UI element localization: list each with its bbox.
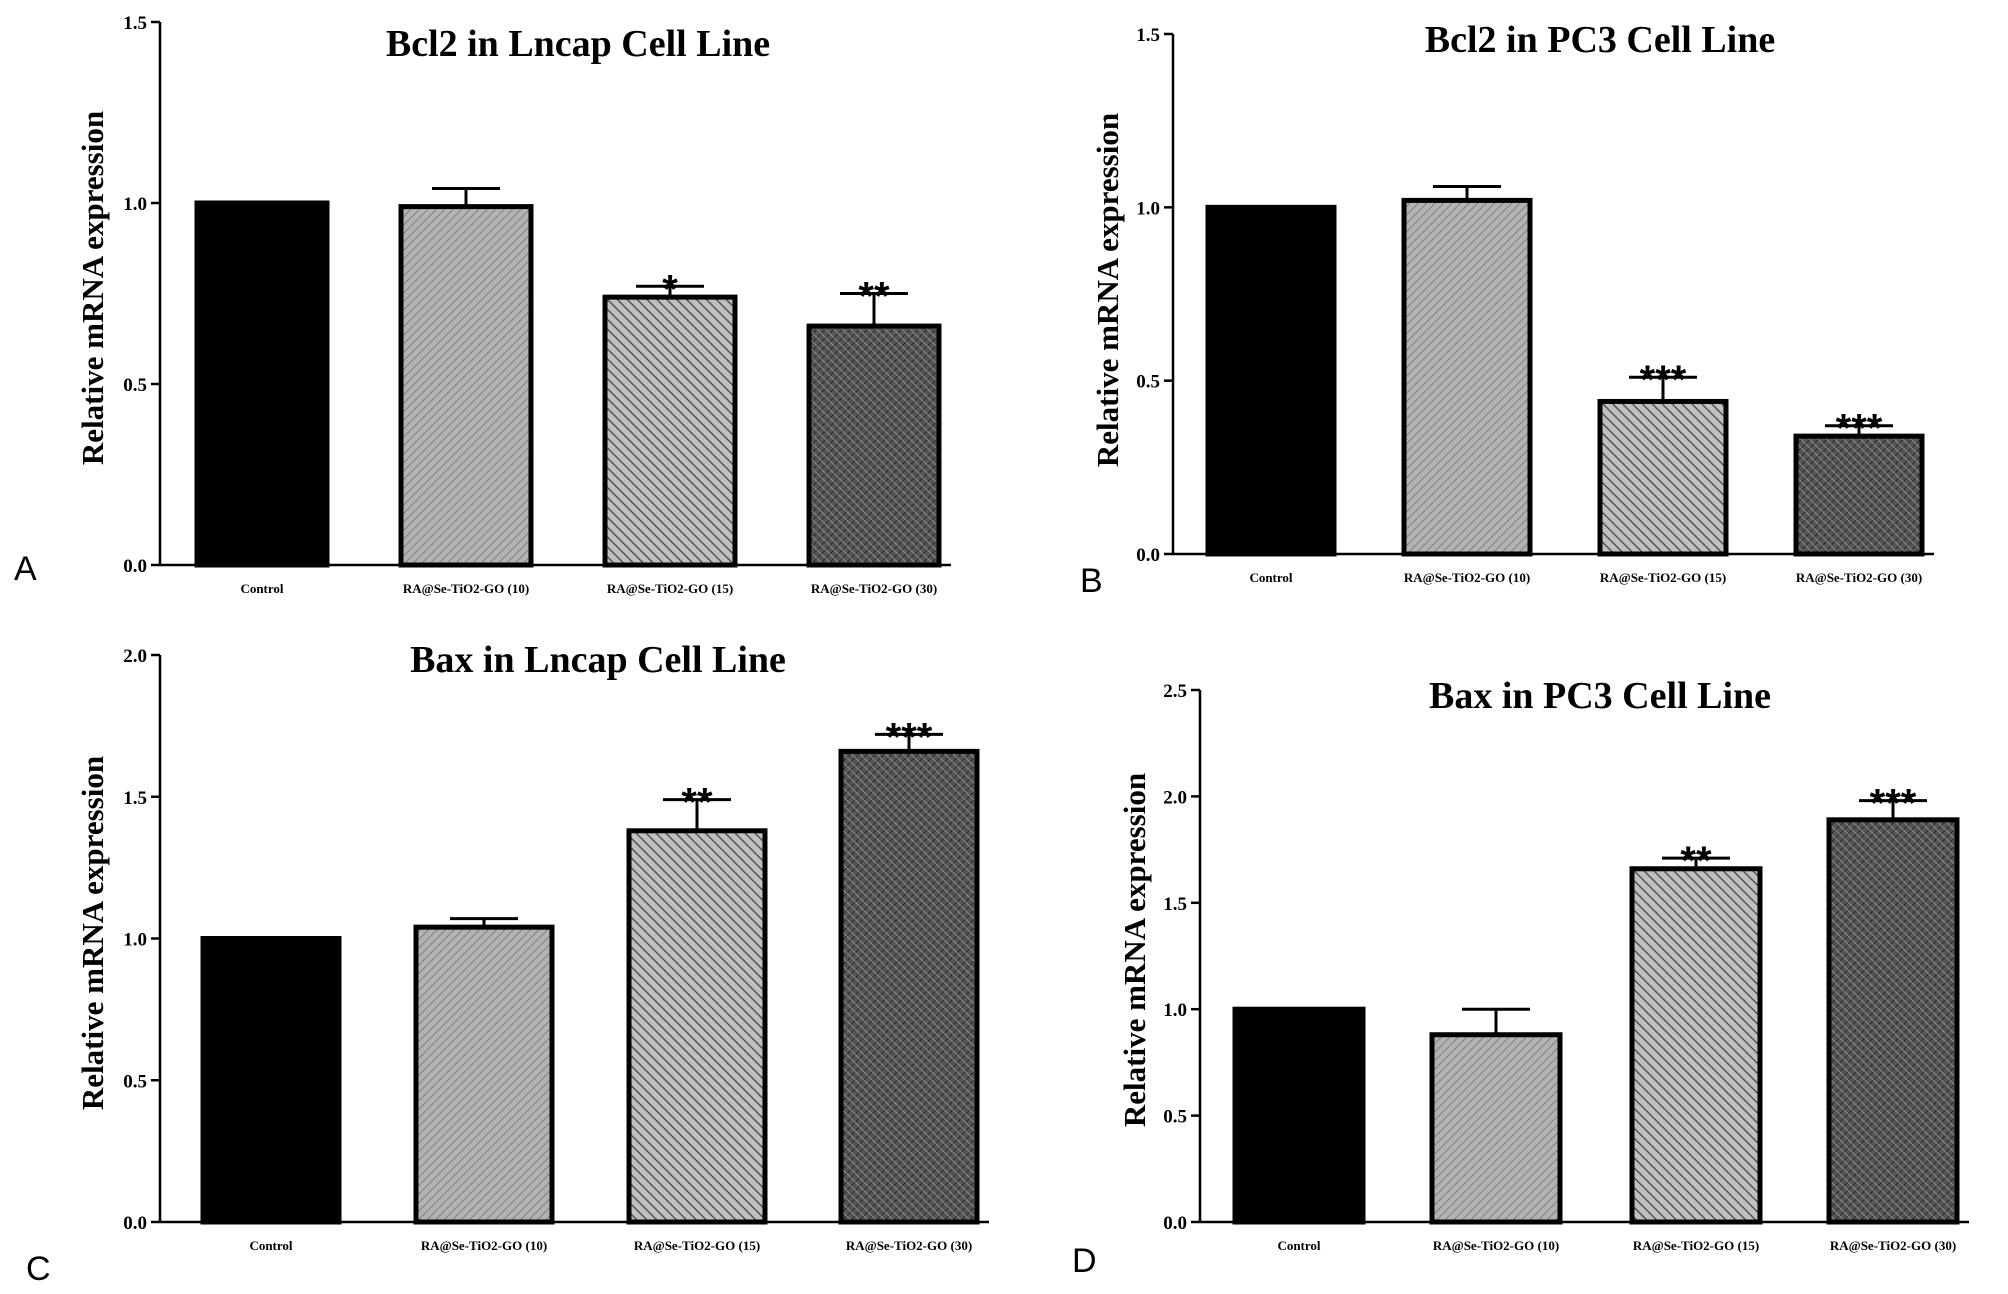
y-tick-label: 1.0: [123, 194, 147, 215]
chart-title: Bcl2 in PC3 Cell Line: [1425, 19, 1775, 61]
x-tick-label: RA@Se-TiO2-GO (10): [1404, 570, 1530, 585]
bar: [398, 204, 534, 568]
chart-title: Bax in PC3 Cell Line: [1429, 675, 1771, 717]
y-tick-label: 1.0: [123, 930, 147, 951]
panel-c: Bax in Lncap Cell Line Relative mRNA exp…: [26, 639, 786, 1288]
x-tick-label: Control: [240, 581, 283, 596]
chart-title: Bax in Lncap Cell Line: [410, 639, 786, 681]
significance-mark: ***: [886, 715, 933, 759]
y-tick-label: 0.0: [1136, 545, 1160, 566]
y-tick-label: 0.5: [1163, 1107, 1187, 1128]
x-tick-label: Control: [249, 1238, 292, 1253]
y-axis-label: Relative mRNA expression: [75, 756, 110, 1110]
significance-mark: ***: [1640, 358, 1687, 402]
x-tick-label: Control: [1277, 1238, 1320, 1253]
bar: [1232, 1006, 1366, 1225]
x-tick-label: RA@Se-TiO2-GO (10): [1433, 1238, 1559, 1253]
x-tick-label: RA@Se-TiO2-GO (15): [1633, 1238, 1759, 1253]
x-tick-label: Control: [1249, 570, 1292, 585]
panel-label: C: [26, 1250, 51, 1288]
x-tick-label: RA@Se-TiO2-GO (15): [1600, 570, 1726, 585]
y-tick-label: 1.5: [1136, 25, 1160, 46]
bar: [1597, 398, 1729, 557]
x-tick-label: RA@Se-TiO2-GO (30): [1830, 1238, 1956, 1253]
y-axis-label: Relative mRNA expression: [1090, 113, 1125, 467]
y-tick-label: 2.0: [123, 646, 147, 667]
panel-label: A: [14, 550, 37, 588]
chart-title: Bcl2 in Lncap Cell Line: [386, 23, 770, 65]
bar: [1401, 197, 1533, 557]
y-tick-label: 1.5: [123, 788, 147, 809]
y-tick-label: 0.0: [1163, 1213, 1187, 1234]
significance-mark: **: [1680, 839, 1712, 883]
y-tick-label: 0.0: [123, 1213, 147, 1234]
plot-area-a: 0.0 0.5 1.0 1.5 Control RA@Se-TiO2-GO (10) * RA…: [123, 13, 951, 596]
panel-d: Bax in PC3 Cell Line Relative mRNA expre…: [1072, 675, 1771, 1280]
y-tick-label: 1.5: [1163, 894, 1187, 915]
bar: [602, 294, 738, 568]
bar: [806, 323, 942, 568]
panel-a: Bcl2 in Lncap Cell Line Relative mRNA ex…: [14, 23, 770, 588]
y-tick-label: 1.5: [123, 13, 147, 34]
significance-mark: ***: [1870, 782, 1917, 826]
x-tick-label: RA@Se-TiO2-GO (15): [634, 1238, 760, 1253]
y-axis-label: Relative mRNA expression: [1117, 773, 1152, 1127]
x-tick-label: RA@Se-TiO2-GO (30): [811, 581, 937, 596]
significance-mark: ***: [1836, 407, 1883, 451]
plot-area-c: 0.0 0.5 1.0 1.5 2.0 Control RA@Se-TiO2-GO (10)…: [123, 646, 989, 1253]
bar: [200, 936, 342, 1225]
y-tick-label: 0.5: [123, 375, 147, 396]
y-axis-label: Relative mRNA expression: [75, 111, 110, 465]
bar: [194, 200, 330, 568]
bar: [626, 828, 768, 1225]
x-tick-label: RA@Se-TiO2-GO (10): [403, 581, 529, 596]
y-tick-label: 2.0: [1163, 787, 1187, 808]
bar: [1826, 817, 1960, 1225]
y-tick-label: 1.0: [1163, 1000, 1187, 1021]
y-tick-label: 0.5: [123, 1071, 147, 1092]
bar: [838, 748, 980, 1225]
bar: [1629, 866, 1763, 1225]
y-tick-label: 2.5: [1163, 681, 1187, 702]
y-tick-label: 1.0: [1136, 198, 1160, 219]
x-tick-label: RA@Se-TiO2-GO (10): [421, 1238, 547, 1253]
bar: [1205, 204, 1337, 557]
x-tick-label: RA@Se-TiO2-GO (15): [607, 581, 733, 596]
bar: [1429, 1032, 1563, 1225]
significance-mark: **: [681, 781, 713, 825]
x-tick-label: RA@Se-TiO2-GO (30): [846, 1238, 972, 1253]
panel-label: B: [1080, 562, 1103, 600]
bar: [1793, 433, 1925, 557]
y-tick-label: 0.5: [1136, 372, 1160, 393]
significance-mark: *: [662, 267, 678, 311]
panel-b: Bcl2 in PC3 Cell Line Relative mRNA expr…: [1080, 19, 1775, 600]
significance-mark: **: [858, 275, 890, 319]
panel-label: D: [1072, 1242, 1097, 1280]
plot-area-d: 0.0 0.5 1.0 1.5 2.0 2.5 Control RA@Se-TiO2-GO (…: [1163, 681, 1969, 1253]
y-tick-label: 0.0: [123, 556, 147, 577]
bar: [413, 924, 555, 1225]
x-tick-label: RA@Se-TiO2-GO (30): [1796, 570, 1922, 585]
plot-area-b: 0.0 0.5 1.0 1.5 Control RA@Se-TiO2-GO (10) ***…: [1136, 25, 1934, 585]
